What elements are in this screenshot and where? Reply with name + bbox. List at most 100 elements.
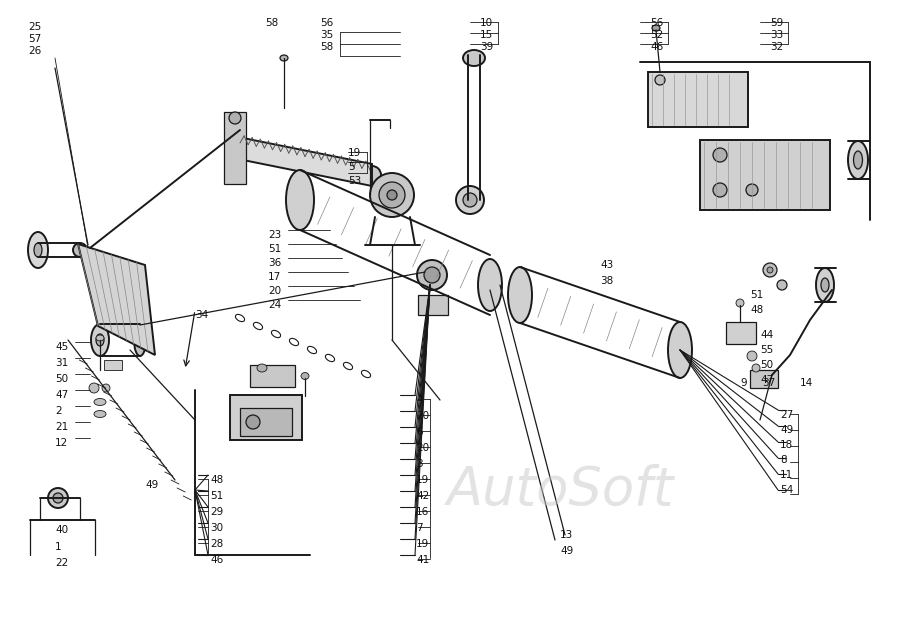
Ellipse shape xyxy=(655,75,665,85)
Ellipse shape xyxy=(668,322,692,378)
Text: 3: 3 xyxy=(416,459,423,469)
Text: 38: 38 xyxy=(600,276,613,286)
Text: 47: 47 xyxy=(55,390,68,400)
Text: 11: 11 xyxy=(780,470,793,480)
Bar xyxy=(240,408,292,436)
Text: 19: 19 xyxy=(348,148,361,158)
Text: 36: 36 xyxy=(268,258,281,268)
Ellipse shape xyxy=(816,268,834,302)
Text: 23: 23 xyxy=(268,230,281,240)
Text: 48: 48 xyxy=(210,475,223,485)
Ellipse shape xyxy=(736,299,744,307)
Bar xyxy=(224,112,246,184)
Ellipse shape xyxy=(746,184,758,196)
Polygon shape xyxy=(238,137,372,186)
Ellipse shape xyxy=(848,141,868,179)
Ellipse shape xyxy=(286,170,314,230)
Text: 14: 14 xyxy=(800,378,814,388)
Bar xyxy=(250,365,295,387)
Text: 22: 22 xyxy=(55,558,68,568)
Text: 54: 54 xyxy=(780,485,793,495)
Bar xyxy=(104,360,122,370)
Ellipse shape xyxy=(821,278,829,292)
Text: 12: 12 xyxy=(55,438,68,448)
Ellipse shape xyxy=(463,50,485,66)
Bar xyxy=(750,370,778,388)
Text: 51: 51 xyxy=(210,491,223,501)
Text: 53: 53 xyxy=(348,176,361,186)
Ellipse shape xyxy=(280,55,288,61)
Text: 10: 10 xyxy=(480,18,493,28)
Text: 46: 46 xyxy=(650,42,663,52)
Text: 48: 48 xyxy=(750,305,763,315)
Text: 35: 35 xyxy=(320,30,333,40)
Text: 6: 6 xyxy=(416,427,423,437)
Text: 19: 19 xyxy=(416,475,429,485)
Ellipse shape xyxy=(94,399,106,406)
Text: 19: 19 xyxy=(416,539,429,549)
Text: 2: 2 xyxy=(55,406,61,416)
Text: 31: 31 xyxy=(55,358,68,368)
Bar xyxy=(648,72,748,127)
Text: 5: 5 xyxy=(348,162,355,172)
Text: 47: 47 xyxy=(760,375,773,385)
Text: 43: 43 xyxy=(600,260,613,270)
Text: 40: 40 xyxy=(55,525,68,535)
Text: 44: 44 xyxy=(760,330,773,340)
Ellipse shape xyxy=(387,190,397,200)
Ellipse shape xyxy=(853,151,862,169)
Ellipse shape xyxy=(463,193,477,207)
Ellipse shape xyxy=(89,383,99,393)
Text: 17: 17 xyxy=(268,272,281,282)
Text: 55: 55 xyxy=(760,345,773,355)
Text: 27: 27 xyxy=(780,410,793,420)
Text: 8: 8 xyxy=(780,455,787,465)
Ellipse shape xyxy=(53,493,63,503)
Bar xyxy=(726,322,756,344)
Text: 41: 41 xyxy=(416,555,429,565)
Ellipse shape xyxy=(713,183,727,197)
Text: 46: 46 xyxy=(210,555,223,565)
Text: 58: 58 xyxy=(320,42,333,52)
Ellipse shape xyxy=(257,364,267,372)
Text: 20: 20 xyxy=(268,286,281,296)
Text: 1: 1 xyxy=(55,542,61,552)
Ellipse shape xyxy=(456,186,484,214)
Bar xyxy=(700,140,830,210)
Text: 33: 33 xyxy=(770,30,783,40)
Text: 25: 25 xyxy=(28,22,41,32)
Text: 51: 51 xyxy=(750,290,763,300)
Text: 20: 20 xyxy=(416,411,429,421)
Text: AutoSoft: AutoSoft xyxy=(446,464,674,516)
Text: 7: 7 xyxy=(416,523,423,533)
Ellipse shape xyxy=(96,335,104,341)
Text: 57: 57 xyxy=(28,34,41,44)
Text: 24: 24 xyxy=(268,300,281,310)
Ellipse shape xyxy=(134,324,146,356)
Ellipse shape xyxy=(747,351,757,361)
Ellipse shape xyxy=(229,112,241,124)
Bar xyxy=(418,295,448,315)
Text: 50: 50 xyxy=(55,374,68,384)
Text: 45: 45 xyxy=(55,342,68,352)
Bar xyxy=(230,395,302,440)
Ellipse shape xyxy=(363,166,381,184)
Text: 16: 16 xyxy=(416,507,429,517)
Ellipse shape xyxy=(713,148,727,162)
Text: 4: 4 xyxy=(416,395,423,405)
Ellipse shape xyxy=(96,334,104,346)
Ellipse shape xyxy=(370,173,414,217)
Ellipse shape xyxy=(246,415,260,429)
Text: 49: 49 xyxy=(560,546,573,556)
Text: 50: 50 xyxy=(760,360,773,370)
Text: 59: 59 xyxy=(770,18,783,28)
Ellipse shape xyxy=(763,263,777,277)
Ellipse shape xyxy=(48,488,68,508)
Text: 34: 34 xyxy=(195,310,208,320)
Text: 32: 32 xyxy=(770,42,783,52)
Text: 56: 56 xyxy=(650,18,663,28)
Text: 49: 49 xyxy=(145,480,158,490)
Ellipse shape xyxy=(417,260,447,290)
Ellipse shape xyxy=(752,364,760,372)
Ellipse shape xyxy=(73,243,87,257)
